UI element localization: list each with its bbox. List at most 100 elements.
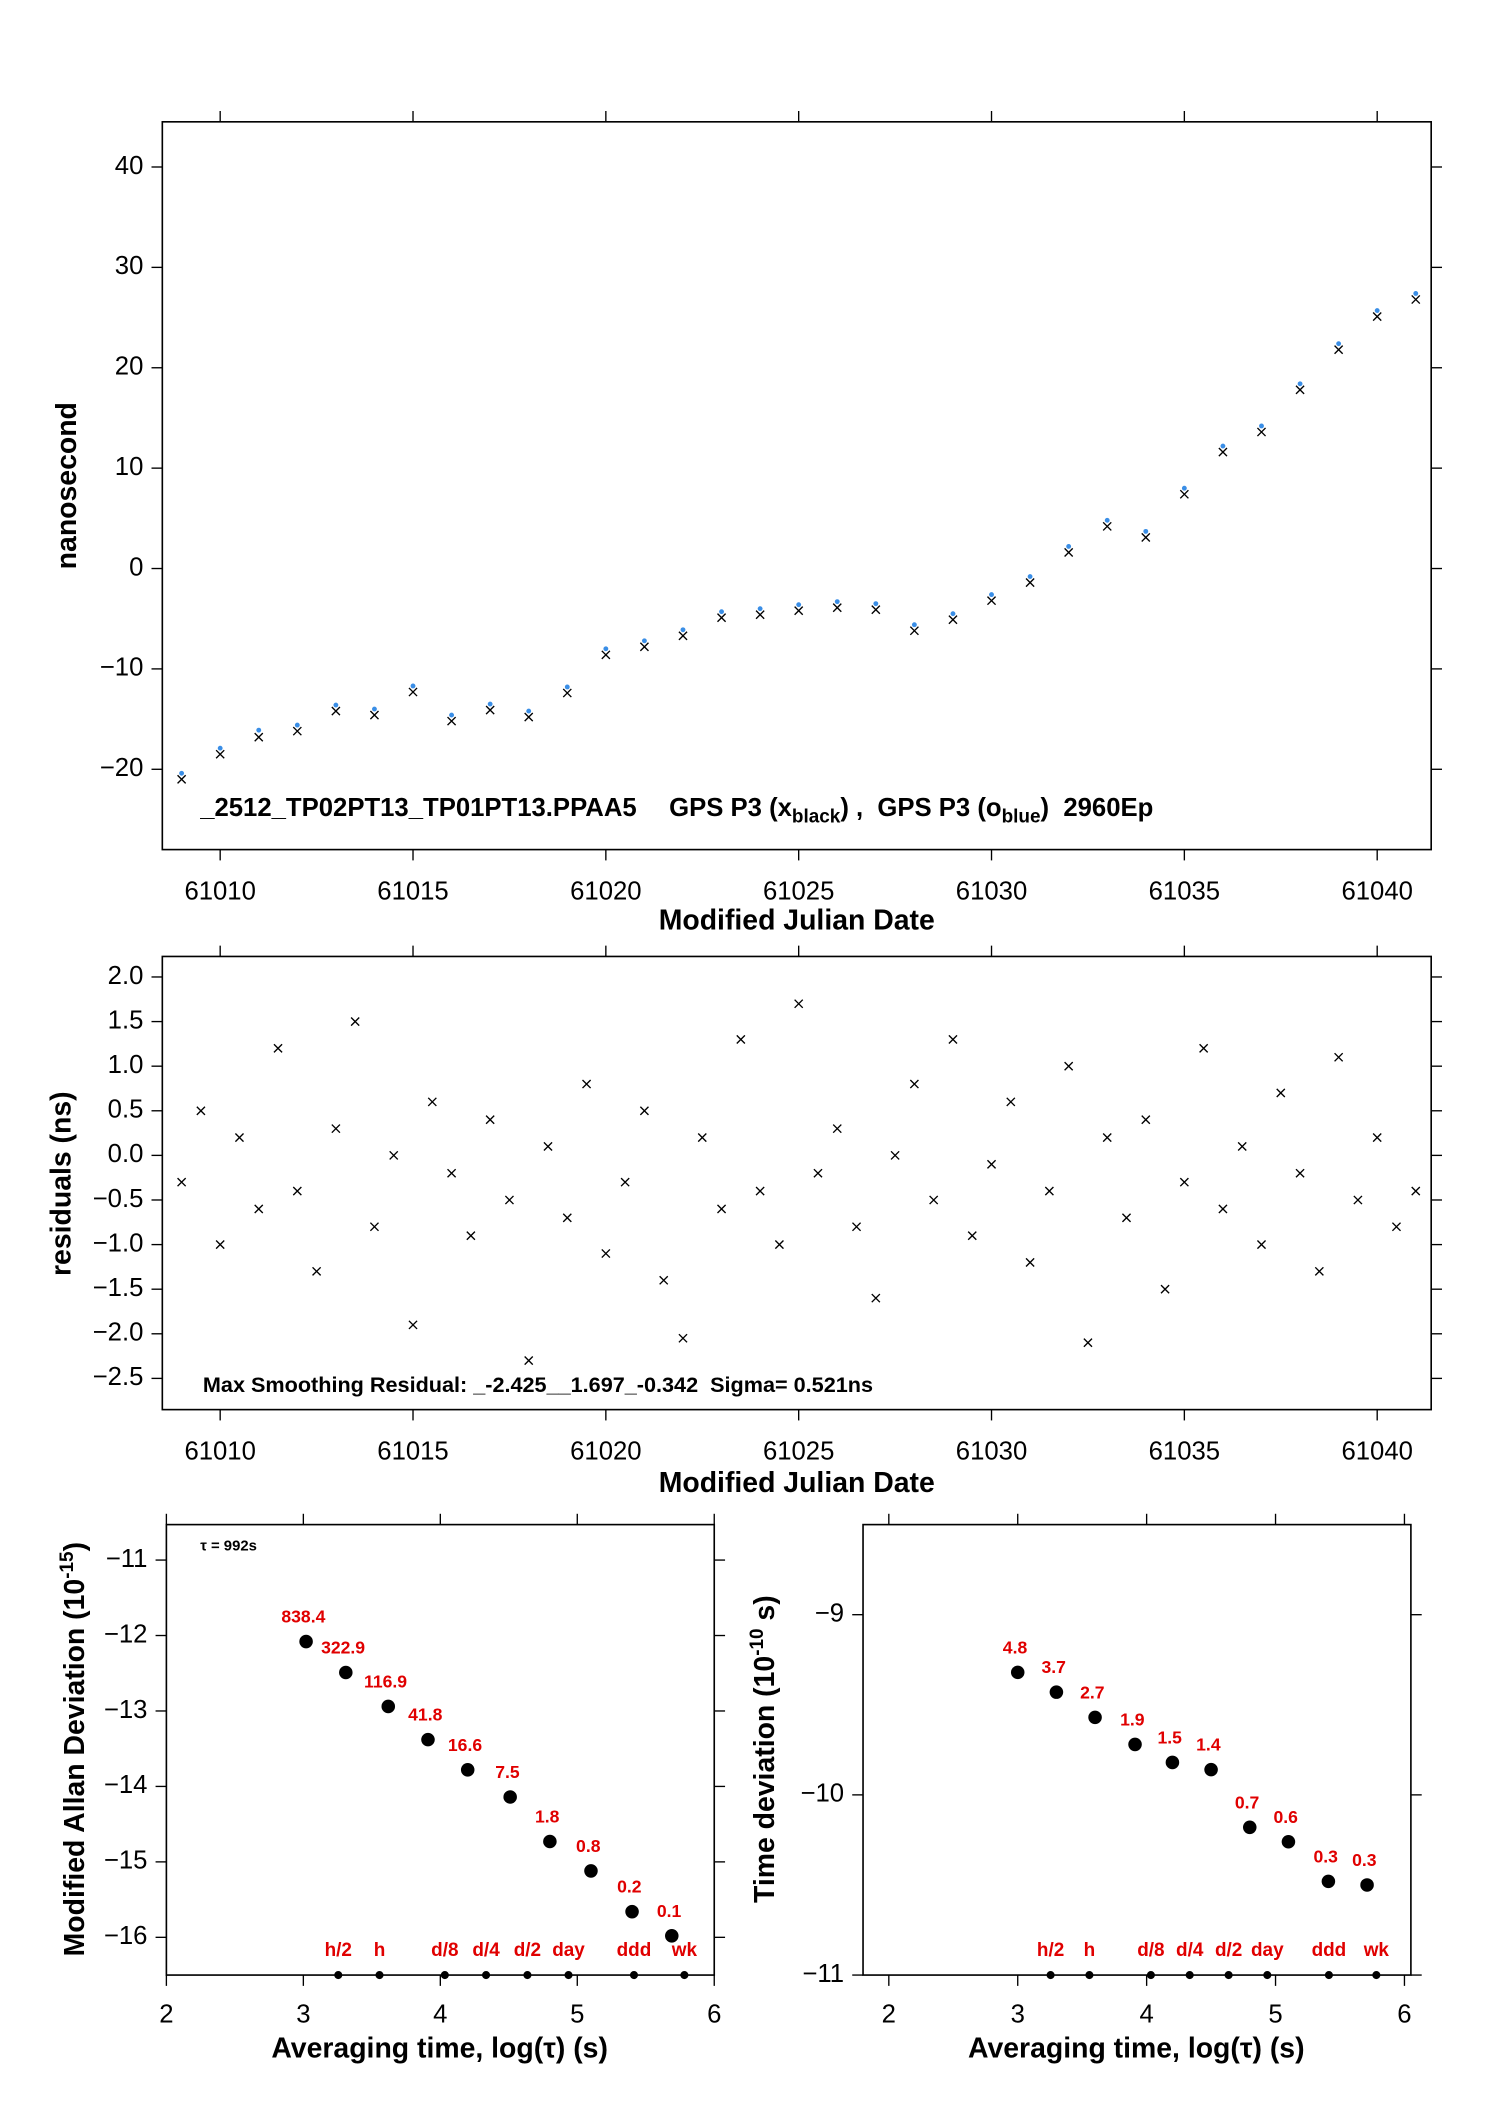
time-marker (1085, 1971, 1094, 1980)
y-tick-label: −10 (801, 1780, 845, 1808)
x-tick-label: 61035 (1149, 1438, 1220, 1466)
point (447, 1168, 457, 1178)
point (526, 708, 532, 714)
point (1256, 427, 1267, 437)
annotation-part: _2512_TP02PT13_TP01PT13.PPAA5 (199, 794, 636, 822)
point (832, 1124, 842, 1134)
x-axis-label: Modified Julian Date (659, 904, 935, 936)
point (466, 1231, 476, 1241)
point (1374, 308, 1380, 313)
point (1179, 489, 1189, 499)
point (1218, 447, 1228, 457)
point (331, 1124, 341, 1134)
x-tick-label: 5 (1268, 2000, 1282, 2028)
point (1025, 1257, 1035, 1267)
point (1314, 1266, 1324, 1276)
time-marker-label: day (552, 1940, 585, 1961)
point (312, 1266, 322, 1276)
point (543, 1834, 557, 1849)
point (369, 1222, 379, 1232)
point-label: 116.9 (364, 1672, 407, 1692)
x-tick-label: 61015 (377, 878, 448, 906)
y-axis-label: nanosecond (51, 402, 83, 569)
point (215, 1240, 225, 1250)
point (1102, 521, 1112, 531)
point (948, 1034, 958, 1044)
point (755, 1186, 765, 1196)
time-marker-label: d/2 (514, 1940, 541, 1961)
point (234, 1133, 244, 1143)
point (1128, 1737, 1142, 1752)
point (871, 1293, 881, 1303)
point (421, 1732, 435, 1747)
point (543, 1141, 553, 1152)
point (796, 602, 802, 608)
time-marker (564, 1971, 573, 1980)
x-axis-label: Modified Julian Date (659, 1467, 935, 1499)
time-marker-label: d/4 (1176, 1940, 1204, 1961)
point (487, 701, 493, 707)
time-marker-label: h/2 (1037, 1940, 1064, 1961)
time-marker-label: d/2 (1215, 1940, 1242, 1961)
point-label: 41.8 (408, 1705, 442, 1725)
y-tick-label: −10 (100, 654, 144, 682)
x-tick-label: 61030 (956, 878, 1027, 906)
y-tick-label: −13 (104, 1696, 148, 1724)
point (372, 706, 377, 712)
point (1010, 1665, 1025, 1680)
point (485, 705, 495, 715)
x-tick-label: 6 (707, 2000, 721, 2028)
point (389, 1150, 399, 1160)
point (1391, 1222, 1402, 1232)
point-label: 1.8 (535, 1807, 560, 1827)
annotation-sub: blue (1002, 807, 1041, 828)
point (1141, 532, 1151, 542)
y-tick-label: −2.0 (93, 1319, 144, 1347)
point-label: 1.9 (1120, 1709, 1145, 1729)
time-marker-label: h (1084, 1940, 1096, 1961)
annotation-part: ) , GPS P3 (o (840, 794, 1001, 822)
point (950, 611, 956, 617)
y-tick-label: −16 (104, 1922, 148, 1950)
point (1083, 1338, 1093, 1348)
y-axis-label: Time deviation (10-10 s) (747, 1595, 781, 1903)
point (1049, 1685, 1064, 1699)
time-marker-label: d/8 (1137, 1940, 1164, 1961)
point (719, 609, 724, 615)
x-axis-label: Averaging time, log(τ) (s) (271, 2033, 608, 2065)
point (665, 1929, 679, 1943)
point (504, 1195, 514, 1205)
point (986, 596, 997, 606)
point (582, 1079, 592, 1089)
y-tick-label: 0.5 (108, 1096, 144, 1124)
x-tick-label: 61040 (1341, 878, 1412, 906)
point (408, 687, 418, 697)
point (1104, 517, 1110, 523)
point (909, 626, 919, 636)
point-label: 2.7 (1080, 1682, 1104, 1702)
y-tick-label: 40 (115, 152, 144, 180)
point (755, 610, 765, 620)
point (909, 1079, 919, 1089)
point (1276, 1088, 1286, 1098)
point (1353, 1195, 1363, 1205)
point (601, 650, 611, 660)
point (832, 603, 842, 613)
point-label: 1.4 (1196, 1735, 1221, 1755)
point (813, 1168, 823, 1178)
point (410, 683, 416, 689)
point (177, 1177, 187, 1187)
time-marker (334, 1971, 343, 1980)
point (564, 684, 570, 690)
point (503, 1790, 517, 1804)
y-tick-label: 2.0 (108, 962, 144, 990)
time-marker-label: h/2 (325, 1940, 352, 1961)
point (873, 601, 879, 607)
y-tick-label: 1.0 (108, 1051, 144, 1079)
time-marker (482, 1971, 491, 1980)
point (1160, 1284, 1170, 1294)
point (680, 627, 686, 633)
y-tick-label: −1.5 (93, 1274, 144, 1302)
point (1372, 1133, 1382, 1143)
point-label: 0.2 (617, 1877, 642, 1897)
